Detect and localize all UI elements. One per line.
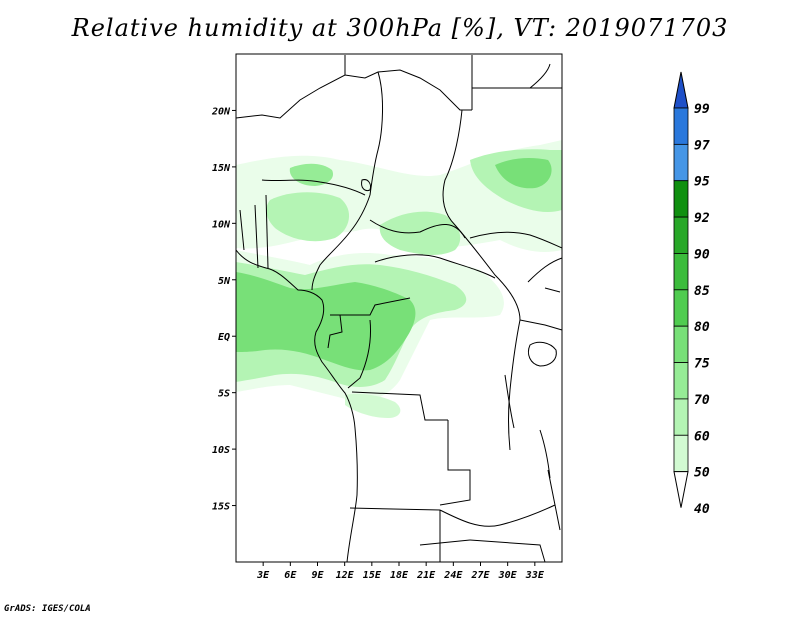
lat-axis: 20N 15N 10N 5N EQ 5S 10S 15S (211, 106, 236, 513)
border-angola-north (351, 391, 448, 421)
legend-label: 85 (694, 284, 710, 299)
border-niger-nigeria (261, 179, 366, 196)
lat-tick-label: 10N (212, 219, 231, 230)
border-chad-east (442, 109, 521, 321)
legend-label: 95 (694, 175, 710, 190)
lon-tick-label: 27E (470, 570, 490, 581)
legend-label: 90 (694, 247, 710, 262)
border-car-north (369, 219, 466, 239)
legend-label: 99 (694, 102, 710, 117)
humidity-shading (236, 140, 562, 418)
lake-chad (361, 179, 371, 191)
rh-region-central-core (236, 272, 416, 371)
border-togo (254, 204, 259, 269)
legend-swatch (673, 289, 689, 327)
border-south-africa (419, 539, 471, 546)
grads-credit: GrADS: IGES/COLA (4, 604, 91, 614)
lon-tick-label: 18E (390, 570, 409, 581)
chart-title: Relative humidity at 300hPa [%], VT: 201… (71, 14, 729, 42)
legend-label: 60 (694, 429, 710, 444)
lon-tick-label: 24E (443, 570, 463, 581)
legend-swatch (673, 325, 689, 363)
lat-tick-label: 10S (212, 445, 230, 456)
lon-tick-label: 6E (284, 570, 297, 581)
border-ethiopia (527, 257, 563, 283)
legend-swatch (673, 398, 689, 436)
border-drc-east (508, 319, 521, 451)
border-north-1 (235, 69, 472, 119)
legend-cap-bottom (673, 471, 689, 508)
legend-label: 40 (694, 502, 710, 517)
rh-patch-chad (379, 211, 461, 255)
legend-swatch (673, 253, 689, 291)
border-angola-east (439, 420, 471, 506)
border-south-sudan (469, 231, 563, 249)
rh-patch-angola (345, 393, 401, 418)
legend-label: 92 (694, 211, 710, 226)
legend-swatch (673, 216, 689, 254)
legend-swatch (673, 180, 689, 218)
legend-swatch (673, 107, 689, 145)
lake-malawi (539, 429, 551, 479)
legend-swatch (673, 143, 689, 182)
lat-tick-label: 15S (212, 502, 230, 513)
border-nigeria-cameroon (311, 194, 371, 291)
lat-tick-label: 15N (212, 163, 231, 174)
rh-patch-sudan-core (495, 157, 552, 189)
border-congo (347, 319, 371, 389)
color-legend: 99 97 95 92 90 85 80 75 70 60 50 40 (673, 71, 710, 517)
legend-label: 80 (694, 320, 710, 335)
lat-tick-label: 20N (211, 106, 231, 117)
lake-tanganyika (504, 374, 515, 429)
border-car-south (374, 254, 496, 279)
lake-victoria (527, 341, 557, 367)
legend-swatch (673, 434, 689, 473)
lon-tick-label: 33E (525, 570, 545, 581)
legend-cap-top (673, 71, 689, 109)
border-kenya (544, 287, 561, 293)
lon-axis: 3E 6E 9E 12E 15E 18E 21E 24E 27E 30E 33E (256, 562, 545, 581)
lat-tick-label: 5S (218, 389, 230, 400)
border-zimbabwe (469, 539, 546, 563)
lon-tick-label: 3E (256, 570, 270, 581)
lat-tick-label: EQ (218, 332, 230, 343)
border-benin (265, 194, 269, 269)
border-cameroon-south (330, 297, 411, 316)
legend-label: 75 (694, 357, 710, 372)
lon-tick-label: 9E (311, 570, 324, 581)
coastline-west (235, 249, 358, 563)
legend-label: 50 (694, 466, 710, 481)
border-ghana (239, 209, 245, 251)
border-chad-sudan (369, 71, 384, 196)
border-angola-south (349, 507, 441, 511)
border-zambia-south (439, 504, 556, 527)
lon-tick-label: 30E (498, 570, 518, 581)
lat-tick-label: 5N (218, 276, 231, 287)
lon-tick-label: 21E (416, 570, 436, 581)
border-tanzania (519, 319, 563, 331)
legend-label: 70 (694, 393, 710, 408)
legend-label: 97 (694, 138, 710, 153)
border-gabon (327, 314, 343, 349)
country-borders (235, 55, 563, 563)
rh-patch-nigeria (266, 192, 350, 242)
red-sea-coast (529, 63, 551, 89)
lon-tick-label: 12E (336, 570, 355, 581)
border-mozambique (547, 469, 561, 531)
legend-swatch (673, 362, 689, 400)
lon-tick-label: 15E (363, 570, 382, 581)
